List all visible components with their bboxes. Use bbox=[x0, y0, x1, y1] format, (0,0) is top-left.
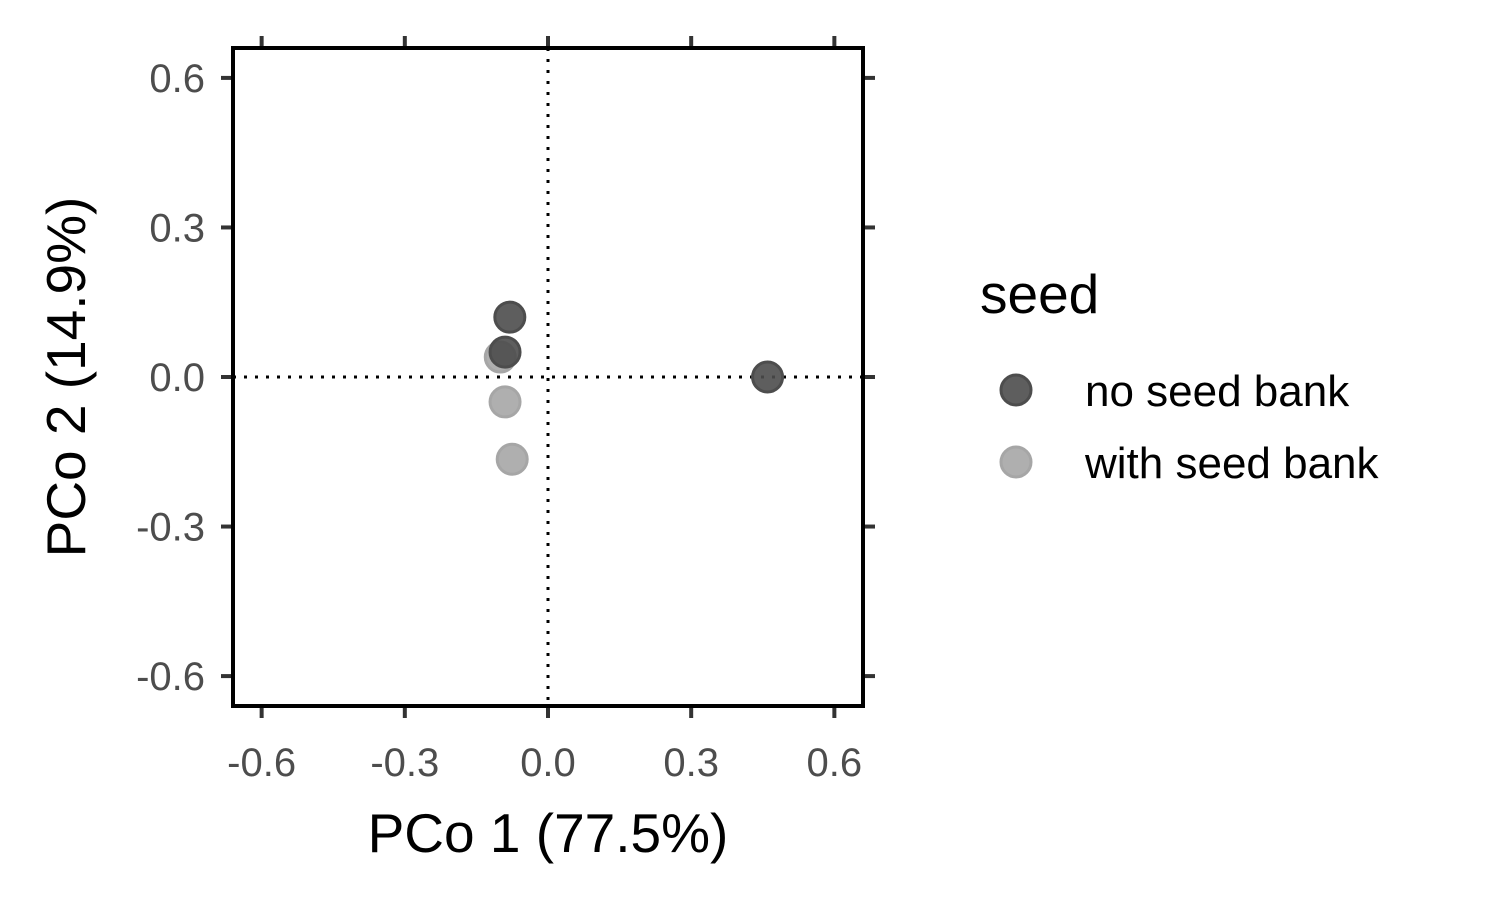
x-tick-labels: -0.6 -0.3 0.0 0.3 0.6 bbox=[227, 741, 862, 785]
y-tick-label: 0.0 bbox=[149, 356, 205, 400]
data-point bbox=[495, 442, 529, 476]
x-tick-label: 0.6 bbox=[807, 741, 863, 785]
data-point bbox=[493, 300, 527, 334]
y-tick-label: -0.3 bbox=[136, 506, 205, 550]
plot-panel-border bbox=[231, 46, 865, 708]
legend-label: no seed bank bbox=[1085, 367, 1350, 416]
x-tick-label: 0.3 bbox=[663, 741, 719, 785]
y-axis-title: PCo 2 (14.9%) bbox=[35, 197, 97, 558]
legend: seed no seed bank with seed bank bbox=[980, 263, 1380, 488]
legend-key bbox=[999, 445, 1033, 479]
legend-title: seed bbox=[980, 263, 1099, 325]
legend-items: no seed bank with seed bank bbox=[999, 367, 1380, 488]
y-tick-labels: -0.6 -0.3 0.0 0.3 0.6 bbox=[136, 57, 205, 699]
legend-key bbox=[999, 373, 1033, 407]
legend-label: with seed bank bbox=[1084, 439, 1380, 488]
x-tick-label: -0.3 bbox=[370, 741, 439, 785]
y-tick-label: 0.3 bbox=[149, 206, 205, 250]
data-point bbox=[488, 335, 522, 369]
y-tick-label: 0.6 bbox=[149, 57, 205, 101]
x-tick-label: 0.0 bbox=[520, 741, 576, 785]
x-axis-title: PCo 1 (77.5%) bbox=[368, 802, 729, 864]
x-tick-label: -0.6 bbox=[227, 741, 296, 785]
data-point bbox=[751, 360, 785, 394]
data-points bbox=[483, 300, 785, 476]
y-tick-label: -0.6 bbox=[136, 655, 205, 699]
data-point bbox=[488, 385, 522, 419]
